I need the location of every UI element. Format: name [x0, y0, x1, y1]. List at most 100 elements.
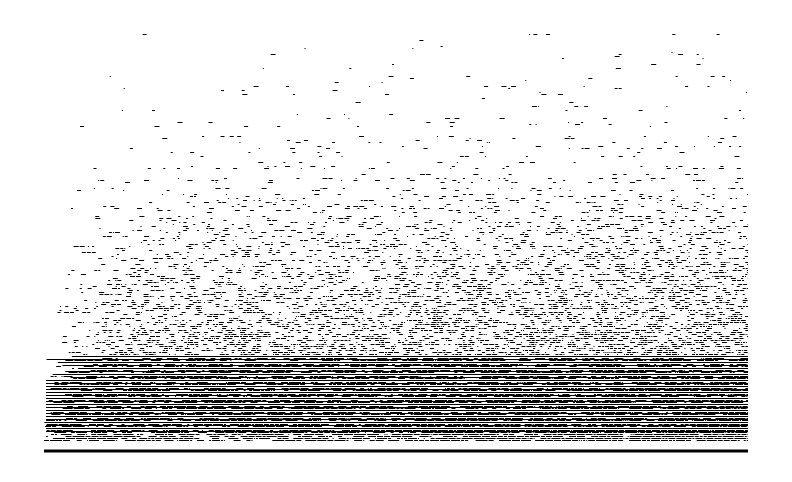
dot-mark — [196, 306, 202, 307]
dot-mark — [552, 340, 557, 341]
dot-mark — [511, 188, 513, 189]
dot-mark — [706, 274, 708, 275]
dot-mark — [201, 222, 205, 223]
dot-mark — [468, 206, 470, 207]
dot-mark — [184, 298, 190, 299]
dot-mark — [301, 354, 304, 355]
dot-field — [44, 34, 749, 441]
dot-mark — [538, 298, 541, 299]
dot-mark — [312, 314, 314, 315]
dot-mark — [407, 258, 411, 259]
dot-mark — [698, 322, 701, 323]
dot-mark — [679, 308, 684, 309]
dot-mark — [718, 350, 723, 351]
dot-mark — [670, 222, 675, 223]
dot-mark — [76, 306, 78, 307]
dot-mark — [409, 378, 415, 379]
dot-mark — [293, 286, 297, 287]
dot-mark — [304, 240, 308, 241]
dot-mark — [671, 352, 677, 353]
dot-mark — [309, 378, 313, 379]
dot-mark — [451, 166, 455, 167]
dot-mark — [702, 168, 705, 169]
dot-mark — [170, 296, 176, 297]
dot-mark — [317, 146, 322, 147]
dot-mark — [739, 376, 749, 377]
dot-mark — [267, 290, 269, 291]
dot-mark — [584, 148, 590, 149]
dot-mark — [338, 346, 343, 347]
dot-mark — [616, 320, 622, 321]
dot-mark — [401, 370, 411, 371]
dot-mark — [640, 342, 644, 343]
dot-mark — [310, 276, 315, 277]
dot-mark — [402, 344, 407, 345]
dot-mark — [545, 340, 550, 341]
dot-mark — [54, 376, 57, 377]
dot-mark — [292, 344, 296, 345]
dot-mark — [521, 372, 530, 373]
dot-mark — [448, 260, 452, 261]
dot-mark — [556, 370, 561, 371]
dot-mark — [175, 366, 179, 367]
dot-mark — [693, 324, 699, 325]
dot-mark — [393, 238, 398, 239]
dot-mark — [664, 334, 666, 335]
dot-mark — [425, 308, 427, 309]
dot-mark — [655, 366, 658, 367]
dot-mark — [572, 308, 576, 309]
dot-mark — [472, 230, 474, 231]
dot-mark — [190, 196, 193, 197]
dot-mark — [228, 332, 233, 333]
dot-mark — [220, 254, 226, 255]
dot-mark — [265, 284, 268, 285]
dot-mark — [123, 190, 125, 191]
dot-mark — [618, 88, 622, 89]
dot-mark — [452, 354, 455, 355]
dot-mark — [413, 304, 419, 305]
dot-mark — [401, 294, 407, 295]
dot-mark — [326, 278, 328, 279]
dot-mark — [345, 302, 349, 303]
dot-mark — [372, 322, 375, 323]
dot-mark — [437, 136, 438, 137]
dot-mark — [238, 348, 243, 349]
dot-mark — [361, 336, 366, 337]
dot-mark — [705, 358, 713, 359]
dot-mark — [234, 304, 237, 305]
dot-mark — [285, 244, 290, 245]
dot-mark — [130, 258, 133, 259]
dot-mark — [527, 274, 529, 275]
dot-mark — [360, 310, 364, 311]
dot-mark — [210, 372, 219, 373]
dot-mark — [449, 228, 452, 229]
dot-mark — [492, 194, 495, 195]
dot-mark — [676, 376, 686, 377]
dot-mark — [223, 346, 227, 347]
dot-mark — [343, 290, 349, 291]
dot-mark — [688, 252, 690, 253]
dot-mark — [323, 304, 325, 305]
dot-mark — [706, 278, 710, 279]
dot-mark — [147, 282, 153, 283]
dot-mark — [706, 288, 708, 289]
dot-mark — [387, 354, 391, 355]
dot-mark — [129, 246, 131, 247]
dot-mark — [711, 232, 716, 233]
dot-mark — [294, 222, 298, 223]
dot-mark — [231, 306, 233, 307]
dot-mark — [416, 224, 419, 225]
dot-mark — [579, 334, 585, 335]
dot-mark — [481, 308, 486, 309]
dot-mark — [235, 236, 237, 237]
dot-mark — [353, 294, 358, 295]
dot-mark — [206, 242, 212, 243]
dot-mark — [653, 324, 658, 325]
dot-mark — [627, 294, 629, 295]
dot-mark — [144, 378, 157, 379]
dot-mark — [508, 226, 514, 227]
dot-mark — [716, 344, 721, 345]
dot-mark — [255, 306, 259, 307]
dot-mark — [548, 346, 551, 347]
dot-mark — [367, 262, 371, 263]
